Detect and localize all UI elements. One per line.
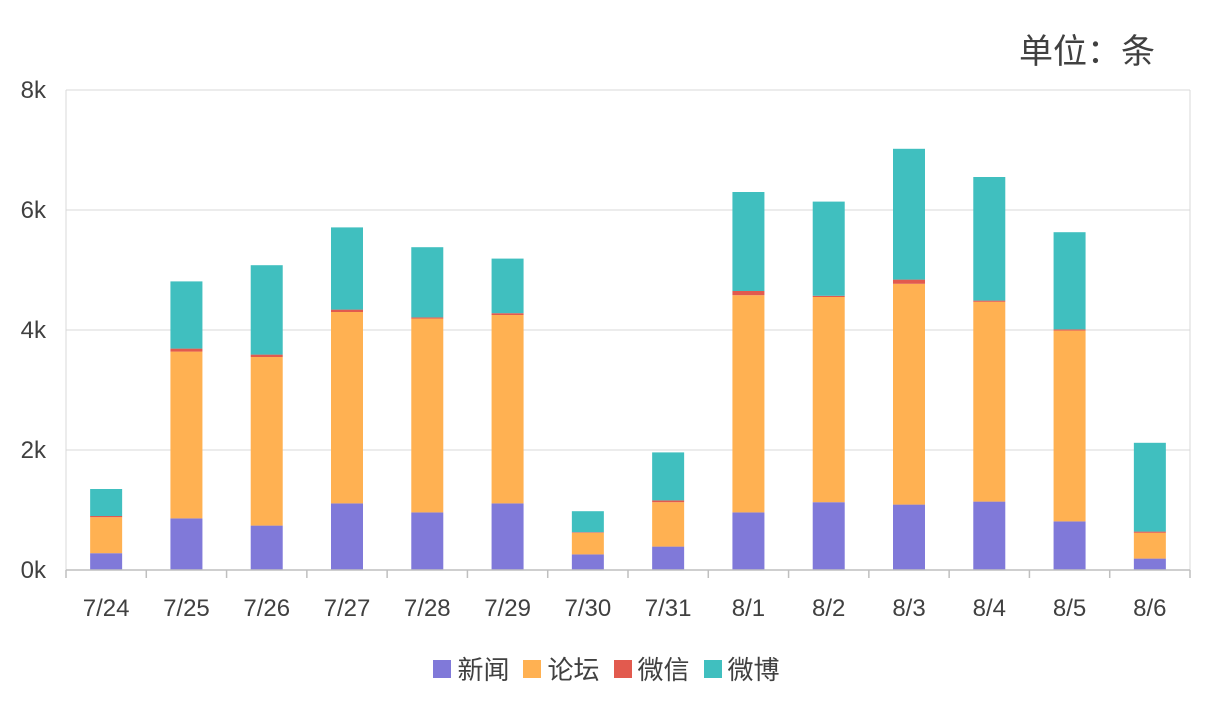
x-tick-label: 7/29 [484,595,531,622]
x-tick-label: 7/28 [404,595,451,622]
x-tick-label: 8/2 [812,595,845,622]
bar-segment [1053,329,1086,331]
x-tick-label: 8/4 [973,595,1006,622]
bar-segment [1053,330,1086,522]
bar-segment [652,500,685,503]
bar-segment [812,201,845,296]
bar-segment [571,511,604,533]
bar-segment [170,348,203,352]
bar-segment [571,532,604,533]
bar-segment [1053,232,1086,330]
y-tick-label: 2k [21,437,47,464]
bar-segment [732,192,765,291]
x-tick-label: 7/26 [243,595,290,622]
stacked-bar-chart: 7/24 7/25 7/26 7/27 7/28 7/29 7/30 7/31 8/1 8/2 8/… [21,77,1191,622]
x-tick-label: 8/6 [1133,595,1166,622]
bar-segment [973,300,1006,302]
legend-label: 微博 [727,656,780,686]
bar-segment [170,351,203,519]
legend-item: 微信 [613,650,690,687]
x-tick-label: 8/1 [732,595,765,622]
bar-segment [250,265,283,355]
bar-segment [812,295,845,297]
bar-segment [652,546,685,570]
legend-label: 论坛 [547,656,600,686]
bar-segment [571,554,604,570]
bar-segment [893,504,925,570]
bar-segment [1133,531,1166,533]
bar-segment [90,553,123,570]
bar-segment [893,279,925,284]
legend-swatch [613,659,632,678]
bar-segment [411,318,444,513]
bar-segment [893,148,925,280]
y-tick-label: 0k [21,557,47,584]
bar-segment [732,295,765,513]
bar-segment [331,227,363,310]
bar-segment [812,297,845,503]
y-axis: 0k 2k 4k 6k 8k [21,77,47,584]
legend-swatch [433,659,452,678]
x-axis: 7/24 7/25 7/26 7/27 7/28 7/29 7/30 7/31 8/1 8/2 8/… [65,569,1191,622]
legend-item: 新闻 [433,650,509,687]
legend-label: 新闻 [457,656,510,686]
legend-item: 微博 [703,650,780,687]
bar-segment [1133,532,1166,559]
bar-segment [250,354,283,357]
legend-item: 论坛 [523,650,600,687]
bar-segment [732,291,765,296]
bar-segment [170,518,203,570]
bar-segment [491,503,524,570]
legend-swatch [523,659,542,678]
bar-segment [973,177,1006,301]
x-tick-label: 7/31 [645,595,692,622]
bar-segment [331,312,363,504]
bar-segment [1053,521,1086,570]
bar-segment [893,283,925,505]
gridlines [65,89,1191,571]
bar-segment [411,247,444,318]
bar-segment [250,357,283,526]
bar-segment [331,309,363,312]
bar-segment [652,452,685,501]
bar-segment [732,512,765,570]
x-tick-label: 8/3 [892,595,925,622]
legend: 新闻 论坛 微信 微博 [0,650,1213,687]
bar-segment [250,525,283,570]
bar-segment [491,313,524,315]
bar-segment [90,516,123,518]
bar-segment [652,502,685,547]
x-tick-label: 7/25 [163,595,210,622]
bar-segment [812,502,845,570]
bar-segment [170,281,203,349]
bar-segment [90,489,123,516]
bar-segment [331,503,363,570]
unit-label: 单位：条 [1019,32,1155,72]
bar-segment [1133,442,1166,532]
x-tick-label: 8/5 [1053,595,1086,622]
legend-swatch [703,659,722,678]
bar-segment [411,317,444,319]
y-tick-label: 6k [21,197,47,224]
bar-segment [973,301,1006,502]
bar-segment [411,512,444,570]
bar-segment [491,315,524,504]
x-tick-label: 7/30 [564,595,611,622]
legend-label: 微信 [637,656,690,686]
bar-segment [973,501,1006,570]
bar-segment [1133,558,1166,570]
bar-segment [491,258,524,314]
bars [90,148,1166,570]
y-tick-label: 4k [21,317,47,344]
bar-segment [571,532,604,555]
x-tick-label: 7/27 [324,595,371,622]
y-tick-label: 8k [21,77,47,104]
bar-segment [90,517,123,554]
x-tick-label: 7/24 [83,595,130,622]
